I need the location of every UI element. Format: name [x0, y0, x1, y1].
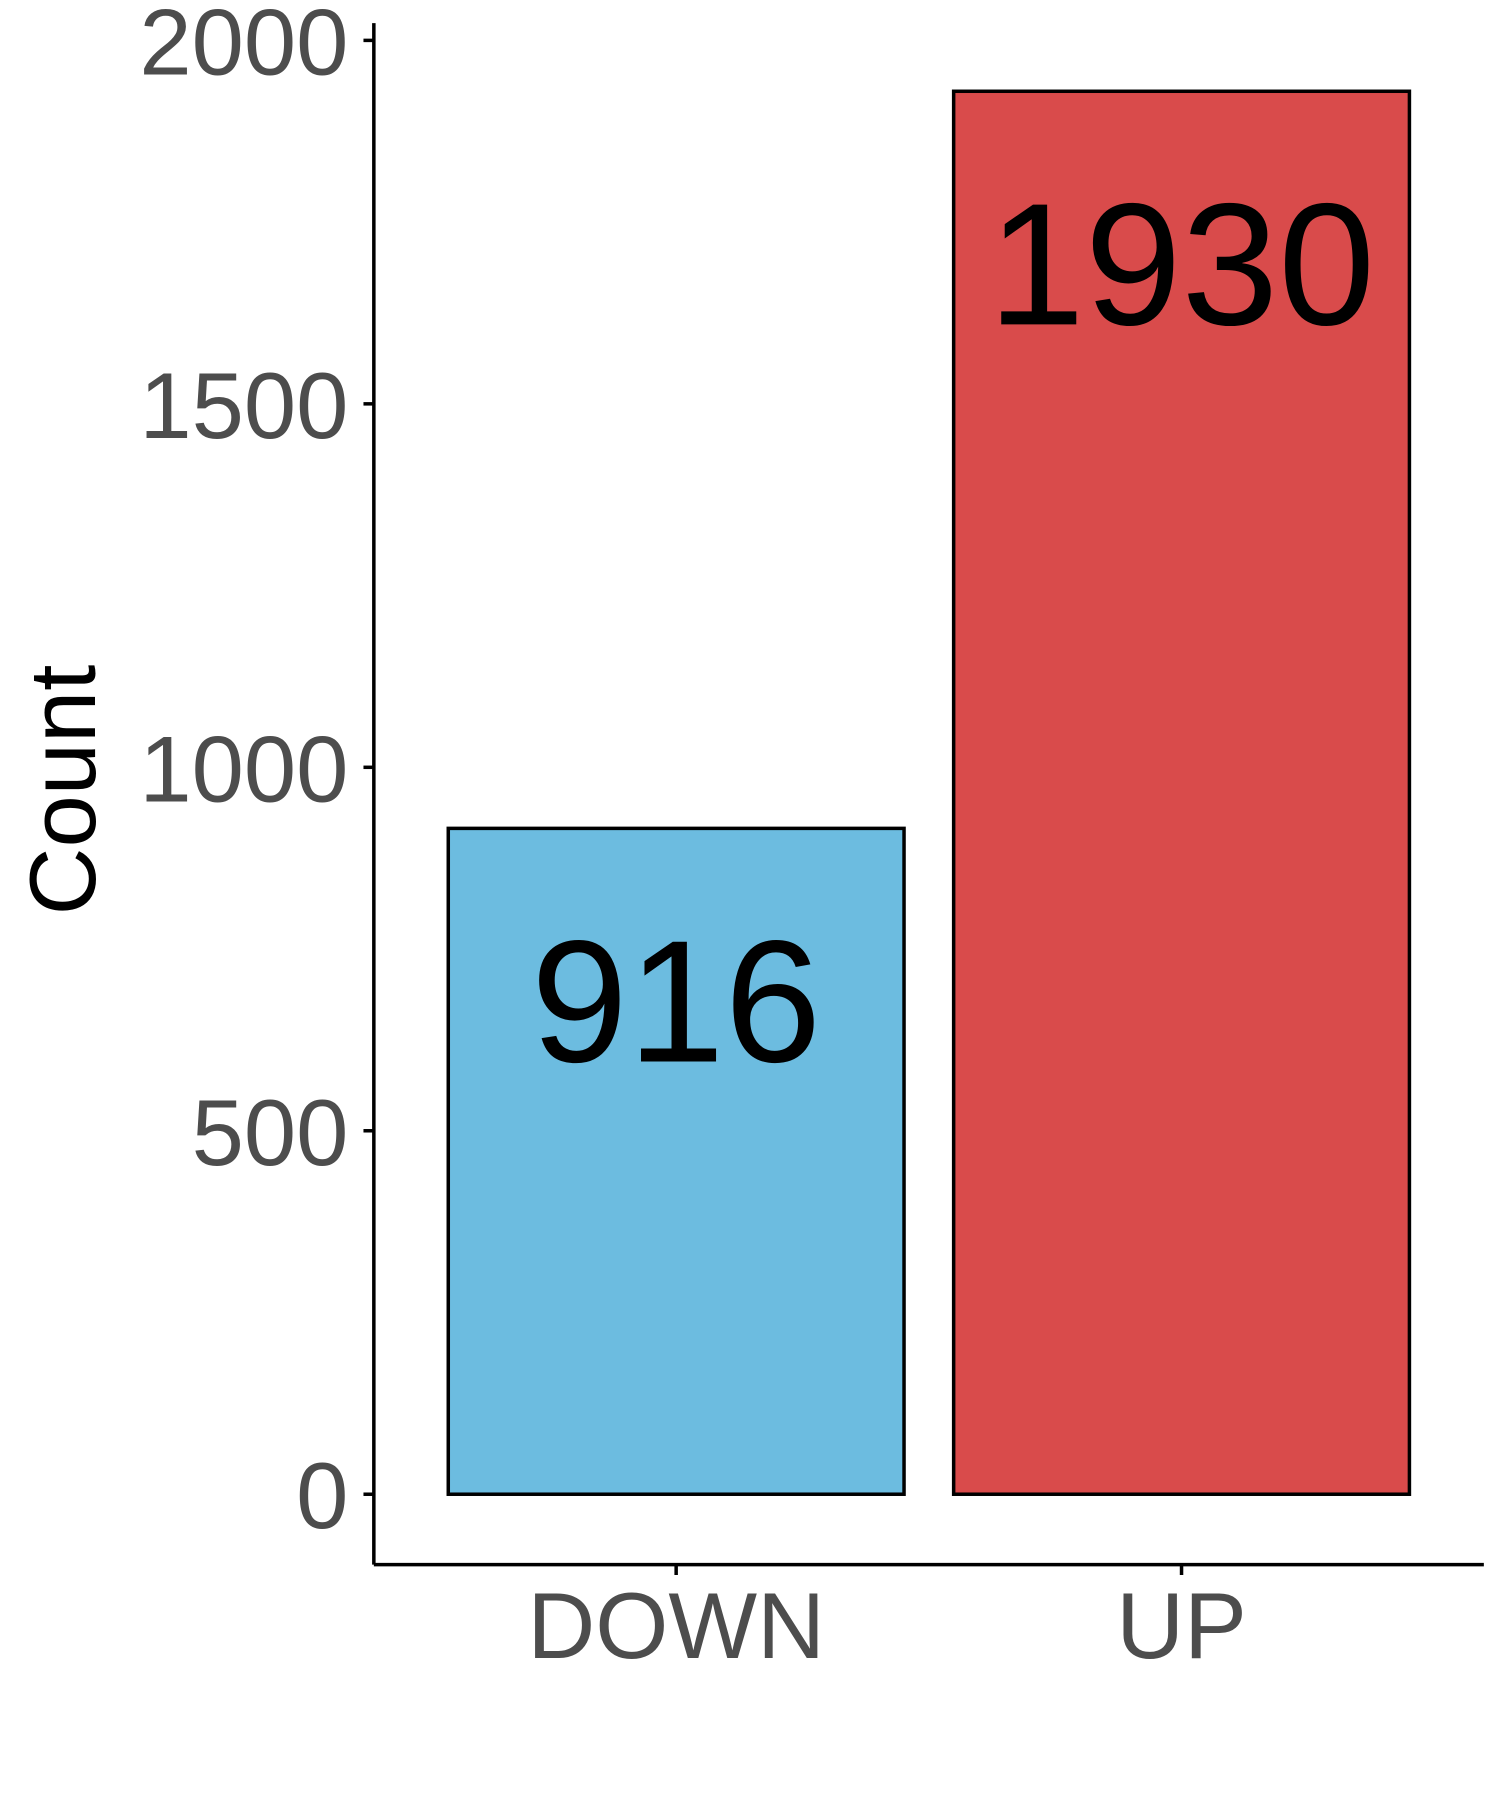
x-tick-label-up: UP	[1116, 1573, 1247, 1678]
bar-up	[951, 89, 1412, 1496]
y-axis-title: Count	[10, 665, 115, 916]
x-tick-label-down: DOWN	[527, 1573, 825, 1678]
bar-label-up: 1930	[988, 166, 1375, 361]
y-tick-label-0: 0	[296, 1443, 348, 1548]
y-tick-label-500: 500	[192, 1080, 349, 1185]
bar-down	[446, 826, 906, 1496]
bars-layer	[446, 89, 1412, 1496]
x-axis: DOWN UP	[373, 1562, 1484, 1678]
y-tick-label-2000: 2000	[139, 0, 348, 94]
y-tick-label-1500: 1500	[139, 353, 348, 458]
bar-label-down: 916	[531, 903, 821, 1098]
y-tick-label-1000: 1000	[139, 716, 348, 821]
y-axis: 0 500 1000 1500 2000	[139, 0, 376, 1565]
bar-labels-layer: 916 1930	[531, 166, 1375, 1098]
